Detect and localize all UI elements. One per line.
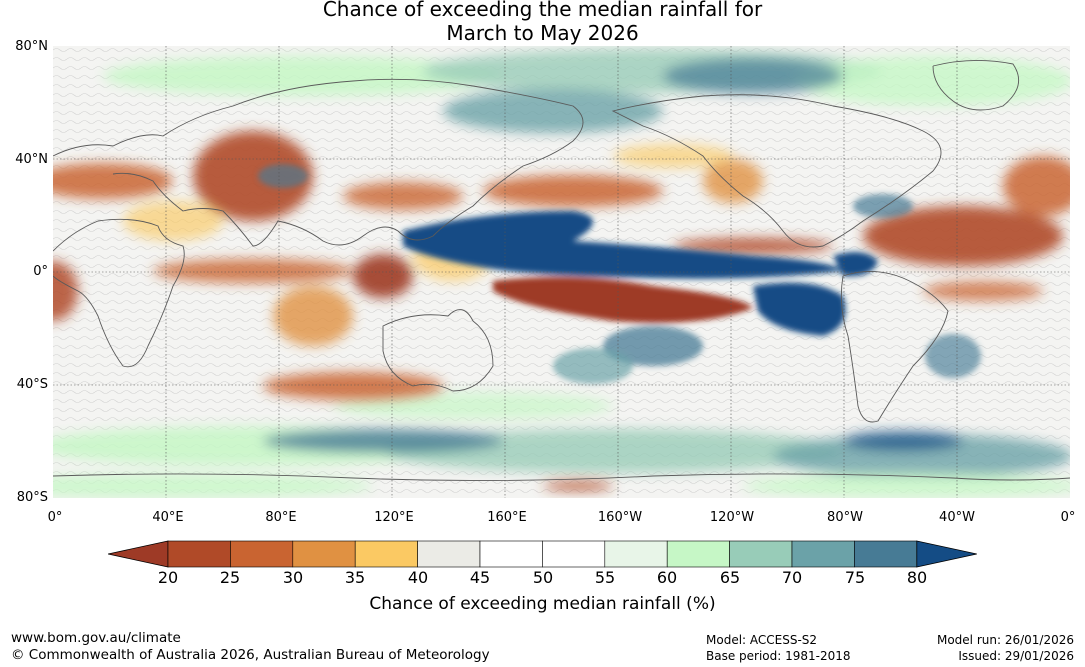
lat-label-0: 0° <box>33 264 48 279</box>
lon-label-80w: 80°W <box>827 510 863 525</box>
coastlines <box>53 60 1070 482</box>
base-period: Base period: 1981-2018 <box>706 649 851 663</box>
dry-anomaly-regions <box>53 131 1070 491</box>
colorbar-swatch <box>666 540 730 568</box>
antarctica-coastline <box>53 473 1070 482</box>
map-svg <box>53 46 1070 498</box>
lon-label-120w: 120°W <box>709 510 755 525</box>
colorbar-tick: 70 <box>781 568 803 587</box>
rainfall-probability-map <box>53 46 1070 498</box>
colorbar-arrow-high <box>916 540 977 568</box>
colorbar-swatch <box>167 540 231 568</box>
map-title: Chance of exceeding the median rainfall … <box>0 0 1085 45</box>
model-run-date: Model run: 26/01/2026 <box>936 633 1074 647</box>
australia-coastline <box>382 309 494 392</box>
greenland-coastline <box>932 60 1020 111</box>
south-america-coastline <box>840 271 949 423</box>
lat-label-40n: 40°N <box>15 152 48 167</box>
colorbar-swatch <box>230 540 294 568</box>
lat-label-40s: 40°S <box>16 377 48 392</box>
colorbar-swatch <box>417 540 481 568</box>
colorbar-tick: 25 <box>219 568 241 587</box>
africa-coastline <box>53 218 185 368</box>
lon-label-0-right: 0° <box>1060 510 1076 525</box>
lon-label-160w: 160°W <box>597 510 643 525</box>
colorbar-tick: 20 <box>157 568 179 587</box>
colorbar-swatch <box>354 540 418 568</box>
colorbar-swatch <box>854 540 918 568</box>
colorbar-tick: 45 <box>469 568 491 587</box>
issued-date: Issued: 29/01/2026 <box>958 649 1074 663</box>
lon-label-80e: 80°E <box>265 510 297 525</box>
colorbar-swatch <box>791 540 855 568</box>
footer-source: www.bom.gov.au/climate © Commonwealth of… <box>11 630 490 664</box>
colorbar-swatch <box>479 540 543 568</box>
lon-label-0-left: 0° <box>47 510 63 525</box>
colorbar-tick: 65 <box>719 568 741 587</box>
map-title-line2: March to May 2026 <box>446 21 639 45</box>
colorbar-arrow-low <box>108 540 169 568</box>
lon-label-120e: 120°E <box>374 510 414 525</box>
north-america-coastline <box>611 94 942 248</box>
lat-label-80s: 80°S <box>16 490 48 505</box>
colorbar-tick: 60 <box>656 568 678 587</box>
map-title-line1: Chance of exceeding the median rainfall … <box>322 0 763 21</box>
colorbar-swatch <box>542 540 606 568</box>
footer-model-info: Model: ACCESS-S2 Base period: 1981-2018 <box>706 632 851 664</box>
lat-label-80n: 80°N <box>15 39 48 54</box>
tropical-pacific-anomalies <box>258 164 981 384</box>
lon-label-40w: 40°W <box>939 510 975 525</box>
colorbar-tick: 40 <box>407 568 429 587</box>
lon-label-160e: 160°E <box>487 510 527 525</box>
copyright-notice: © Commonwealth of Australia 2026, Austra… <box>11 647 490 663</box>
colorbar-tick: 75 <box>844 568 866 587</box>
colorbar-tick: 55 <box>594 568 616 587</box>
colorbar-label: Chance of exceeding median rainfall (%) <box>369 594 716 614</box>
colorbar-swatch <box>604 540 668 568</box>
source-url: www.bom.gov.au/climate <box>11 630 181 646</box>
colorbar-swatch <box>292 540 356 568</box>
model-name: Model: ACCESS-S2 <box>706 633 818 647</box>
colorbar <box>108 540 977 568</box>
eurasia-coastline <box>53 78 584 247</box>
colorbar-tick: 50 <box>532 568 554 587</box>
colorbar-tick: 80 <box>906 568 928 587</box>
colorbar-tick: 30 <box>282 568 304 587</box>
high-latitude-wet-bands <box>53 49 1070 498</box>
colorbar-swatch <box>729 540 793 568</box>
footer-dates: Model run: 26/01/2026 Issued: 29/01/2026 <box>937 632 1074 664</box>
lon-label-40e: 40°E <box>152 510 184 525</box>
colorbar-tick: 35 <box>344 568 366 587</box>
